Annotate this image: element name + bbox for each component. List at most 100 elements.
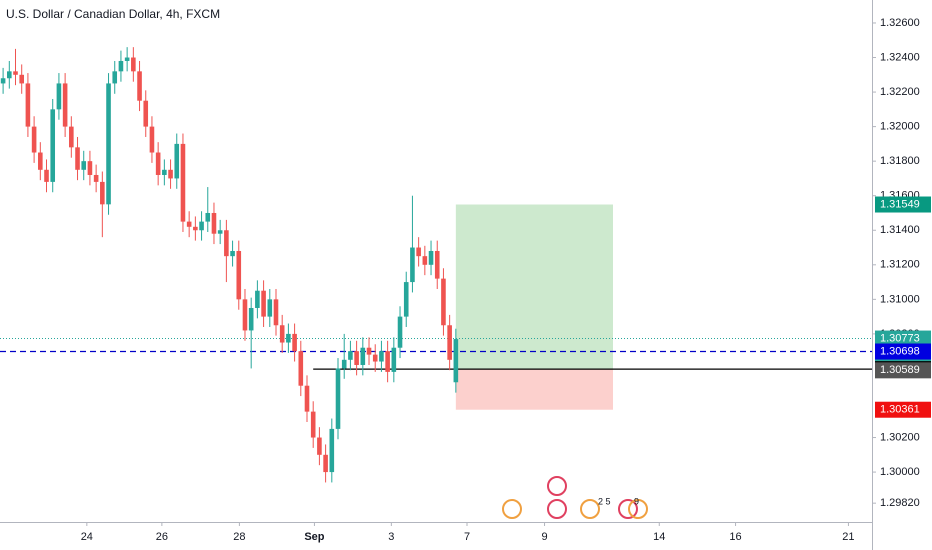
candle-body [379,351,384,362]
event-label: 2 5 [598,496,611,506]
price-label-box [875,196,931,213]
candle-body [317,437,322,455]
candle-body [168,169,173,179]
y-tick-label: 1.31000 [880,293,920,305]
price-label: 1.30589 [880,364,920,376]
candle-body [366,347,372,355]
candle-body [403,282,409,317]
candle-body [391,347,397,372]
candle-body [137,71,142,101]
price-label: 1.30361 [880,404,920,416]
candle-body [341,359,347,369]
candle-body [205,212,211,222]
candle-body [56,83,62,110]
x-tick-label: 16 [729,531,741,543]
chart-title: U.S. Dollar / Canadian Dollar, 4h, FXCM [6,7,220,21]
candle-body [267,299,273,317]
y-tick-label: 1.32600 [880,17,920,29]
candle-body [360,347,366,365]
price-label-box [875,362,931,379]
candle-body [248,307,254,331]
candle-body [81,161,87,170]
candle-body [149,126,155,153]
event-icon[interactable] [502,499,522,519]
candle-body [453,339,459,383]
x-tick-label: 21 [842,531,854,543]
candle-body [7,71,12,79]
candle-body [193,226,198,231]
candle-body [242,299,248,331]
price-label: 1.30773 [880,332,920,344]
candle-body [428,250,434,265]
candle-body [447,325,452,360]
candle-body [50,109,56,182]
candle-body [112,71,118,84]
y-tick-label: 1.31800 [880,155,920,167]
candle-body [441,278,446,326]
target-zone [455,204,613,370]
candle-body [199,221,204,231]
candle-body [31,126,37,153]
y-tick-label: 1.29820 [880,497,920,509]
event-icon[interactable] [628,499,648,519]
x-tick-label: 7 [464,531,470,543]
stop-zone [455,369,613,410]
candle-body [397,316,403,348]
candle-body [335,368,341,429]
candle-body [106,83,111,205]
candle-body [69,126,74,148]
candle-body [186,221,192,227]
candle-body [323,454,328,473]
candle-body [124,57,130,61]
y-tick-label: 1.31400 [880,224,920,236]
price-label-box [875,401,931,418]
candle-body [174,143,180,179]
candle-body [0,78,6,84]
candle-body [93,174,99,182]
candle-body [13,71,18,75]
x-tick-label: 3 [388,531,394,543]
candle-body [279,325,285,343]
event-icon[interactable] [547,476,567,496]
candle-body [155,152,161,175]
events: 2 5 9 [502,476,648,519]
x-tick-label: 14 [653,531,665,543]
candle-body [354,351,359,365]
candle-body [304,385,310,412]
x-tick-label: Sep [304,531,324,543]
y-tick-label: 1.32400 [880,51,920,63]
candle-body [255,290,260,308]
candle-body [261,290,266,317]
candle-body [25,83,31,127]
y-tick-label: 1.30000 [880,466,920,478]
candle-body [348,351,353,360]
candle-body [410,247,415,283]
y-tick-label: 1.31200 [880,259,920,271]
y-tick-label: 1.30200 [880,431,920,443]
candle-body [217,230,223,234]
candle-body [162,169,167,175]
candle-body [236,250,242,300]
candle-body [273,299,279,326]
x-tick-label: 28 [233,531,245,543]
candle-body [180,143,186,222]
event-icon[interactable] [547,499,567,519]
y-tick-label: 1.32200 [880,86,920,98]
x-tick-label: 9 [541,531,547,543]
y-tick-label: 1.32000 [880,121,920,133]
candle-body [329,428,335,473]
candle-body [100,181,105,205]
candle-body [230,250,235,257]
price-label: 1.31549 [880,198,920,210]
candle-body [422,256,428,265]
candle-body [62,83,68,127]
event-icon[interactable] [580,499,600,519]
x-tick-label: 24 [81,531,93,543]
candle-body [44,169,49,182]
candle-body [310,411,316,438]
candle-body [87,161,93,175]
candle-body [385,351,390,372]
candle-body [19,74,25,84]
